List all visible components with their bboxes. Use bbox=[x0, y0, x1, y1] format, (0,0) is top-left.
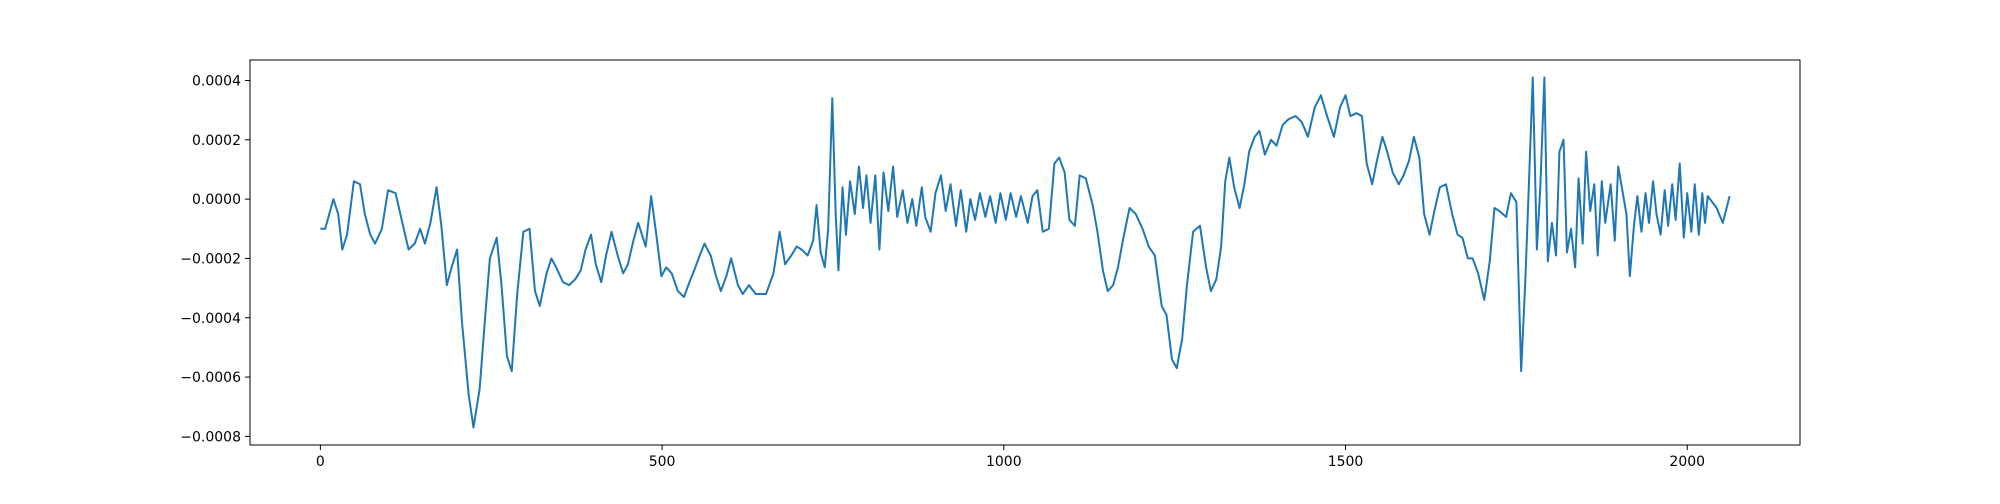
x-tick-label: 500 bbox=[649, 454, 676, 470]
x-tick-label: 1500 bbox=[1328, 454, 1364, 470]
plot-area bbox=[320, 76, 1731, 429]
y-tick-label: −0.0008 bbox=[180, 429, 241, 445]
y-tick-label: 0.0002 bbox=[192, 133, 241, 149]
data-line bbox=[320, 76, 1731, 429]
x-tick-label: 0 bbox=[316, 454, 325, 470]
y-tick-label: −0.0004 bbox=[180, 311, 241, 327]
x-tick-label: 2000 bbox=[1669, 454, 1705, 470]
y-tick-label: −0.0006 bbox=[180, 370, 241, 386]
y-tick-label: 0.0000 bbox=[192, 192, 241, 208]
axes-frame bbox=[249, 59, 1801, 446]
y-tick-label: 0.0004 bbox=[192, 73, 241, 89]
x-tick-label: 1000 bbox=[986, 454, 1022, 470]
y-tick-label: −0.0002 bbox=[180, 251, 241, 267]
